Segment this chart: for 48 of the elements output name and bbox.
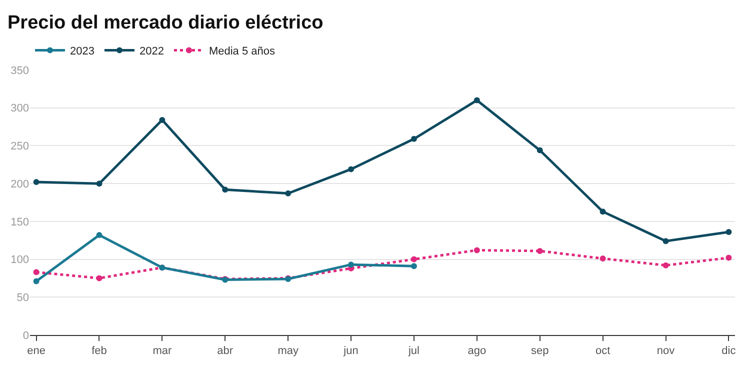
point (96, 275, 102, 282)
y-tick-label: 100 (10, 254, 29, 266)
point (33, 179, 40, 186)
y-tick-label: 200 (10, 178, 29, 190)
point (348, 262, 354, 268)
x-tick-label: sep (530, 345, 549, 358)
point (348, 166, 354, 172)
x-tick-label: ene (27, 345, 46, 358)
x-tick-label: jun (342, 345, 358, 358)
x-tick-label: abr (217, 345, 234, 358)
point (33, 269, 40, 276)
point (96, 232, 102, 238)
point (536, 147, 543, 154)
point (536, 248, 543, 254)
x-tick-label: oct (595, 345, 610, 358)
y-tick-label: 250 (10, 140, 29, 153)
x-tick-label: ago (468, 345, 486, 358)
x-tick-label: dic (722, 345, 736, 358)
point (285, 190, 292, 196)
point (600, 208, 606, 215)
chart-title: Precio del mercado diario eléctrico (8, 12, 324, 34)
legend-label: 2022 (139, 45, 164, 58)
x-tick-label: mar (152, 345, 172, 358)
point (474, 97, 480, 104)
point (662, 262, 669, 268)
x-tick-label: may (278, 345, 299, 358)
x-tick-label: nov (656, 345, 676, 358)
point (222, 186, 228, 193)
legend-label: Media 5 años (208, 45, 276, 58)
y-tick-label: 0 (22, 330, 29, 342)
point (159, 116, 166, 123)
point (96, 180, 102, 187)
point (662, 238, 669, 244)
point (410, 256, 417, 262)
point (410, 136, 417, 142)
y-tick-label: 350 (10, 64, 29, 77)
y-tick-label: 50 (16, 292, 29, 304)
point (474, 247, 480, 254)
x-tick-label: feb (92, 345, 107, 358)
legend-label: 2023 (70, 45, 94, 58)
y-tick-label: 150 (10, 216, 29, 228)
x-tick-label: jul (407, 345, 420, 358)
point (726, 254, 732, 261)
point (600, 256, 606, 262)
point (33, 278, 40, 284)
point (726, 229, 732, 236)
y-tick-label: 300 (10, 102, 29, 115)
point (410, 263, 417, 270)
